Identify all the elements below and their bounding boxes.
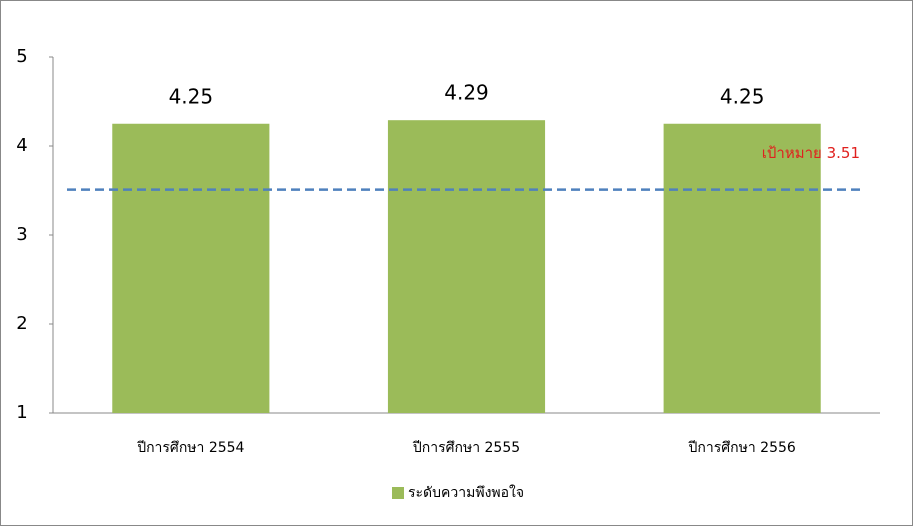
bar	[112, 123, 270, 413]
y-tick-label: 1	[16, 402, 27, 423]
x-tick-label: ปีการศึกษา 2554	[137, 440, 245, 456]
y-tick-label: 2	[16, 313, 27, 334]
y-tick-label: 4	[16, 135, 27, 156]
legend-label: ระดับความพึงพอใจ	[408, 484, 524, 501]
target-label: เป้าหมาย 3.51	[762, 144, 860, 162]
data-label: 4.25	[169, 84, 214, 108]
y-tick-label: 5	[16, 46, 27, 67]
y-tick-label: 3	[16, 224, 27, 245]
data-label: 4.29	[444, 81, 489, 105]
x-tick-label: ปีการศึกษา 2555	[412, 440, 520, 456]
bar	[387, 120, 546, 413]
legend-swatch	[392, 487, 404, 499]
data-label: 4.25	[720, 84, 765, 108]
x-tick-label: ปีการศึกษา 2556	[688, 440, 796, 456]
bar	[663, 123, 821, 413]
